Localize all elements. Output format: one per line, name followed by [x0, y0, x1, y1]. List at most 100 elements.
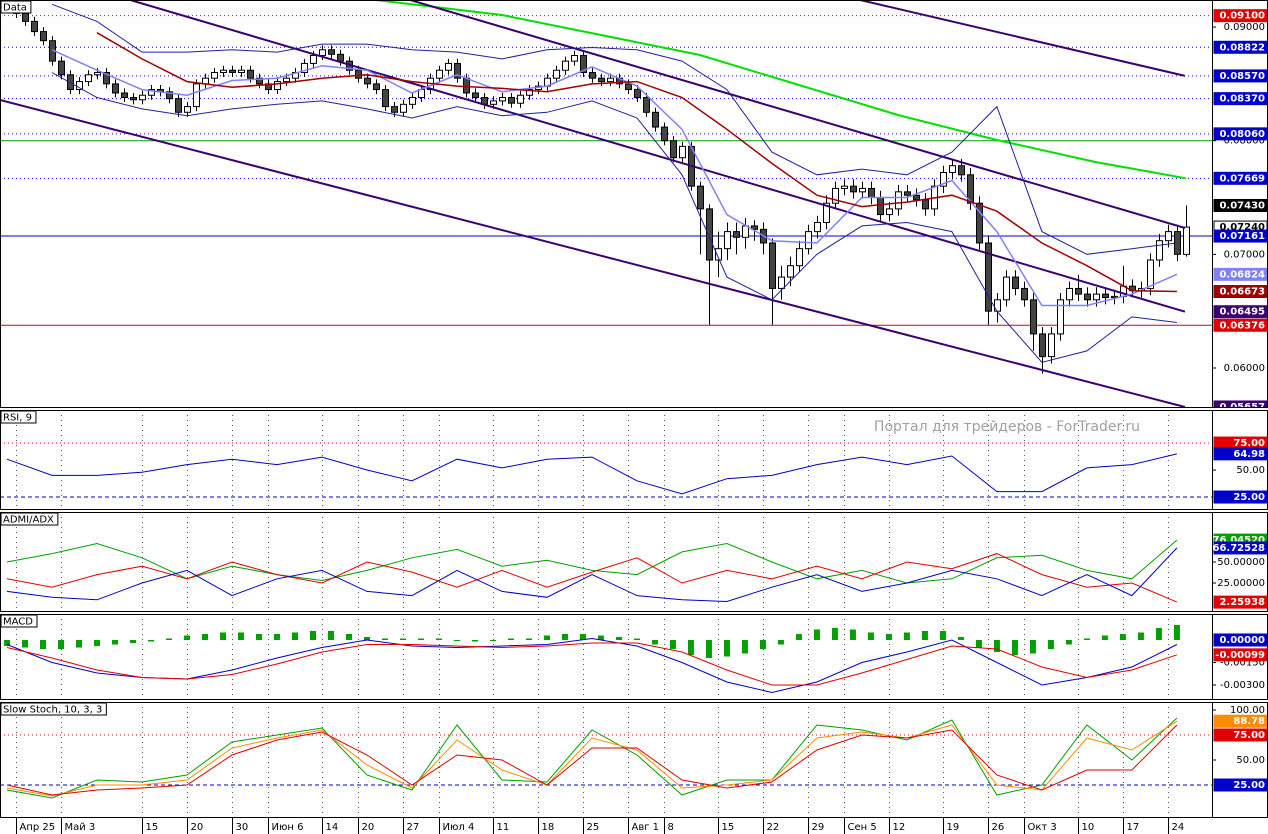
series-line — [96, 32, 1177, 293]
panel-title: ADMI/ADX — [3, 515, 54, 526]
candle-body — [922, 199, 929, 210]
x-tick-label: 20 — [362, 822, 375, 833]
candle-body — [634, 89, 641, 99]
candle-body — [805, 231, 812, 250]
candle-body — [1057, 299, 1064, 335]
x-tick-label: 8 — [668, 822, 674, 833]
candle-body — [625, 83, 632, 91]
candle-body — [733, 231, 740, 238]
candle-body — [499, 97, 506, 102]
histogram-bar — [435, 638, 442, 640]
histogram-bar — [687, 639, 694, 655]
level-label: 0.07161 — [1219, 231, 1265, 242]
x-tick-label: 10 — [1082, 822, 1095, 833]
candle-body — [1039, 333, 1046, 358]
candle-body — [886, 208, 893, 216]
series-line — [6, 553, 1178, 603]
series-line — [859, 0, 1186, 77]
series-line — [6, 539, 1178, 584]
histogram-bar — [40, 639, 47, 649]
candle-body — [679, 145, 686, 159]
plot-area — [0, 0, 1212, 408]
candle-body — [166, 91, 173, 100]
candle-body — [94, 72, 101, 76]
histogram-bar — [471, 639, 478, 642]
histogram-bar — [4, 639, 11, 646]
histogram-bar — [543, 635, 550, 640]
level-label: 0.06673 — [1219, 287, 1265, 298]
candle-body — [301, 62, 308, 74]
y-tick-label: -0.00150 — [1220, 657, 1265, 668]
histogram-bar — [201, 633, 208, 640]
candle-body — [895, 191, 902, 210]
x-tick-label: 17 — [1127, 822, 1140, 833]
histogram-bar — [1119, 633, 1126, 640]
candle-body — [778, 276, 785, 289]
candle-body — [85, 74, 92, 83]
candle-body — [283, 77, 290, 83]
candle-body — [742, 225, 749, 238]
y-tick-label: 0.08000 — [1224, 136, 1265, 147]
candle-body — [598, 77, 605, 83]
histogram-bar — [363, 636, 370, 640]
candle-body — [256, 77, 263, 85]
histogram-bar — [489, 639, 496, 641]
x-tick-label: 19 — [947, 822, 960, 833]
histogram-bar — [903, 632, 910, 640]
histogram-bar — [273, 633, 280, 640]
candle-body — [1147, 259, 1154, 289]
panel-title: Data — [3, 3, 27, 14]
level-label: 0.06495 — [1219, 307, 1265, 318]
candle-body — [1165, 231, 1172, 242]
candle-body — [229, 69, 236, 74]
histogram-bar — [723, 639, 730, 657]
histogram-bar — [237, 632, 244, 640]
panel: 0.09000 0.08000 0.07000 0.06000 0.09100 0.088… — [0, 0, 1268, 408]
candle-body — [436, 69, 443, 79]
candle-body — [319, 49, 326, 56]
level-label: 0.00000 — [1219, 635, 1265, 646]
candle-body — [850, 185, 857, 193]
histogram-bar — [813, 629, 820, 640]
x-tick-label: Июл 4 — [443, 822, 475, 833]
candle-body — [463, 77, 470, 94]
candle-body — [409, 97, 416, 105]
candle-body — [823, 202, 830, 224]
candle-body — [211, 72, 218, 79]
candle-body — [139, 94, 146, 101]
level-label: 0.06376 — [1219, 320, 1265, 331]
candle-body — [382, 89, 389, 108]
candle-body — [1183, 226, 1190, 255]
x-tick-label: Июн 6 — [272, 822, 304, 833]
candle-body — [949, 165, 956, 174]
candle-body — [517, 94, 524, 104]
histogram-bar — [345, 633, 352, 640]
candle-body — [1075, 287, 1082, 295]
histogram-bar — [993, 639, 1000, 652]
histogram-bar — [561, 633, 568, 640]
y-tick-label: 50.00 — [1236, 465, 1265, 476]
candle-body — [364, 77, 371, 85]
histogram-bar — [1047, 639, 1054, 649]
level-label: 75.00 — [1233, 438, 1265, 449]
candle-body — [1003, 276, 1010, 301]
level-label: 0.07240 — [1219, 222, 1265, 233]
level-label: 0.09100 — [1219, 11, 1265, 22]
candle-body — [31, 20, 38, 33]
x-tick-label: 20 — [191, 822, 204, 833]
candle-body — [400, 103, 407, 113]
x-tick-label: Май 3 — [65, 822, 96, 833]
histogram-bar — [112, 639, 119, 645]
level-label: 0.08822 — [1219, 42, 1265, 53]
candle-body — [184, 106, 191, 113]
candle-body — [355, 69, 362, 79]
histogram-bar — [94, 639, 101, 646]
histogram-bar — [1011, 639, 1018, 655]
candle-body — [1084, 293, 1091, 301]
y-tick-label: 50.00 — [1236, 755, 1265, 766]
histogram-bar — [741, 639, 748, 654]
panel-title: RSI, 9 — [3, 413, 32, 424]
candle-body — [877, 197, 884, 216]
x-tick-label: Авг 1 — [632, 822, 660, 833]
